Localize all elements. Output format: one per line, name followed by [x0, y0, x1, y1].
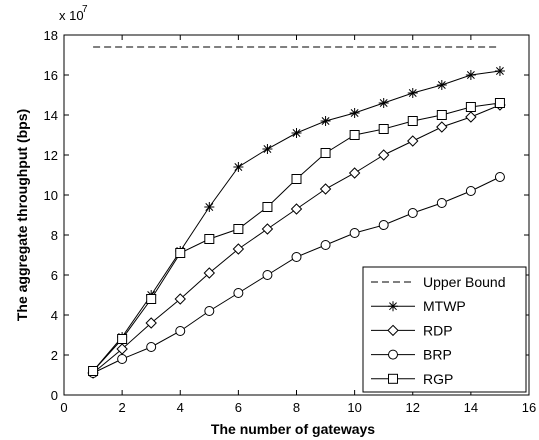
y-tick-label-1: 2	[51, 348, 58, 363]
x-tick-label-6: 12	[406, 400, 420, 415]
series-point-mtwp-10	[378, 98, 389, 108]
series-point-mtwp-11	[407, 88, 418, 98]
x-tick-label-3: 6	[235, 400, 242, 415]
x-tick-label-0: 0	[60, 400, 67, 415]
x-tick-label-8: 16	[522, 400, 536, 415]
series-point-rgp-14	[494, 98, 505, 108]
legend-marker-rgp	[388, 373, 398, 384]
series-point-mtwp-7	[291, 128, 302, 138]
y-tick-label-6: 12	[44, 148, 58, 163]
series-point-brp-8	[320, 240, 331, 250]
series-point-mtwp-13	[465, 70, 476, 80]
x-axis-title: The number of gateways	[211, 421, 375, 437]
series-point-rdp-10	[377, 149, 390, 161]
series-point-rgp-4	[204, 234, 215, 244]
plot-area: 0 2 4 6 8 10 12 14 16 0 2 4 6 8 10 12 14 16 18 Upper Bound M…	[44, 28, 537, 415]
series-point-rdp-11	[407, 135, 419, 147]
series-point-rgp-5	[233, 224, 244, 234]
x-tick-label-7: 14	[464, 400, 478, 415]
series-point-rgp-1	[117, 334, 128, 344]
y-tick-label-2: 4	[51, 308, 58, 323]
series-point-rdp-13	[465, 111, 477, 123]
series-point-rgp-8	[320, 148, 331, 158]
series-point-mtwp-14	[494, 66, 505, 76]
legend-label-brp: BRP	[423, 347, 452, 363]
series-point-brp-4	[204, 306, 215, 316]
y-tick-label-9: 18	[44, 28, 58, 43]
series-point-rgp-9	[349, 130, 360, 140]
series-point-brp-6	[262, 270, 273, 280]
x-tick-label-5: 10	[347, 400, 361, 415]
series-point-mtwp-4	[204, 202, 215, 212]
series-point-rdp-2	[145, 317, 157, 329]
series-point-rdp-3	[174, 293, 186, 305]
series-point-rgp-3	[175, 248, 186, 258]
y-multiplier-label: x 10	[59, 8, 84, 23]
y-tick-label-3: 6	[51, 268, 58, 283]
series-point-brp-5	[233, 288, 244, 298]
legend-marker-rdp	[387, 324, 399, 337]
series-point-brp-14	[494, 172, 505, 182]
series-point-rgp-6	[262, 202, 273, 212]
legend-label-upper-bound: Upper Bound	[423, 274, 506, 290]
series-point-rdp-4	[203, 267, 216, 279]
series-point-mtwp-9	[349, 108, 360, 118]
series-point-mtwp-12	[436, 80, 447, 90]
series-point-brp-2	[146, 342, 157, 352]
series-point-rgp-12	[436, 110, 447, 120]
series-point-mtwp-5	[233, 162, 244, 172]
series-point-brp-11	[407, 208, 418, 218]
series-point-rgp-0	[88, 366, 99, 376]
series-point-rdp-12	[436, 121, 448, 133]
series-point-brp-9	[349, 228, 360, 238]
series-point-mtwp-8	[320, 116, 331, 126]
series-point-rdp-6	[261, 223, 274, 235]
series-point-rdp-7	[290, 203, 303, 215]
x-tick-label-1: 2	[119, 400, 126, 415]
series-point-brp-13	[465, 186, 476, 196]
y-tick-label-5: 10	[44, 188, 58, 203]
series-point-brp-1	[117, 354, 128, 364]
series-point-mtwp-6	[262, 144, 273, 154]
series-point-rgp-2	[146, 294, 157, 304]
y-tick-label-0: 0	[51, 388, 58, 403]
series-point-rdp-5	[232, 243, 245, 255]
series-point-rgp-7	[291, 174, 302, 184]
series-point-rgp-10	[378, 124, 389, 134]
y-tick-label-7: 14	[44, 108, 58, 123]
legend-label-rgp: RGP	[423, 371, 453, 387]
x-tick-label-2: 4	[177, 400, 184, 415]
y-multiplier-exponent: 7	[82, 4, 88, 15]
series-point-brp-3	[175, 326, 186, 336]
series-point-brp-7	[291, 252, 302, 262]
x-tick-label-4: 8	[293, 400, 300, 415]
legend-marker-mtwp	[388, 301, 398, 312]
y-tick-label-4: 8	[51, 228, 58, 243]
y-tick-label-8: 16	[44, 68, 58, 83]
legend-marker-brp	[388, 349, 398, 360]
series-point-rgp-11	[407, 116, 418, 126]
y-axis-title: The aggregate throughput (bps)	[14, 109, 30, 321]
series-point-brp-10	[378, 220, 389, 230]
series-point-rdp-8	[319, 183, 332, 195]
series-point-rgp-13	[465, 102, 476, 112]
series-point-brp-12	[436, 198, 447, 208]
legend-label-rdp: RDP	[423, 322, 453, 338]
legend-label-mtwp: MTWP	[423, 298, 466, 314]
series-point-rdp-9	[348, 167, 361, 179]
